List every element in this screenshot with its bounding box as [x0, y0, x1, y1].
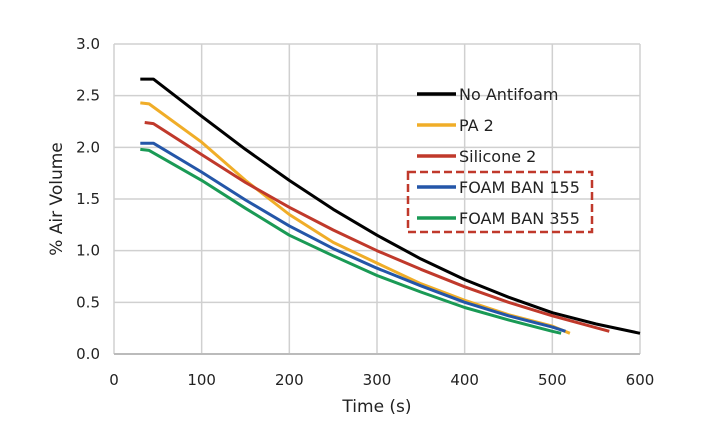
legend-highlight-box — [406, 170, 594, 234]
legend-item: Silicone 2 — [417, 147, 536, 166]
legend-label: No Antifoam — [459, 85, 558, 104]
y-tick-label: 1.5 — [76, 190, 100, 208]
legend-item: PA 2 — [417, 116, 494, 135]
legend-label: FOAM BAN 155 — [459, 178, 580, 197]
legend-item: FOAM BAN 155 — [417, 178, 580, 197]
y-axis-ticks: 0.0 0.5 1.0 1.5 2.0 2.5 3.0 — [76, 35, 100, 363]
y-tick-label: 0.0 — [76, 345, 100, 363]
x-tick-label: 100 — [187, 371, 216, 389]
series-line-silicone-2 — [144, 121, 610, 333]
x-tick-label: 500 — [538, 371, 567, 389]
y-tick-label: 3.0 — [76, 35, 100, 53]
series-lines — [140, 77, 641, 335]
series-line-foam-ban-155 — [140, 141, 566, 333]
x-tick-label: 200 — [275, 371, 304, 389]
x-axis-label: Time (s) — [341, 397, 411, 417]
legend-label: Silicone 2 — [459, 147, 536, 166]
x-tick-label: 0 — [109, 371, 119, 389]
y-tick-label: 0.5 — [76, 293, 100, 311]
legend-item: FOAM BAN 355 — [417, 209, 580, 228]
y-tick-label: 2.0 — [76, 138, 100, 156]
y-tick-label: 1.0 — [76, 242, 100, 260]
legend-item: No Antifoam — [417, 85, 558, 104]
x-tick-label: 600 — [626, 371, 655, 389]
legend: No Antifoam PA 2 Silicone 2 FOAM BAN 155 FOA… — [417, 85, 580, 228]
x-tick-label: 400 — [450, 371, 479, 389]
series-line-foam-ban-355 — [140, 147, 562, 335]
series-line-no-antifoam — [140, 77, 641, 335]
y-axis-label: % Air Volume — [47, 142, 67, 256]
legend-label: PA 2 — [459, 116, 494, 135]
grid — [113, 43, 641, 355]
y-tick-label: 2.5 — [76, 87, 100, 105]
legend-label: FOAM BAN 355 — [459, 209, 580, 228]
x-axis-ticks: 0 100 200 300 400 500 600 — [109, 371, 654, 389]
x-tick-label: 300 — [363, 371, 392, 389]
